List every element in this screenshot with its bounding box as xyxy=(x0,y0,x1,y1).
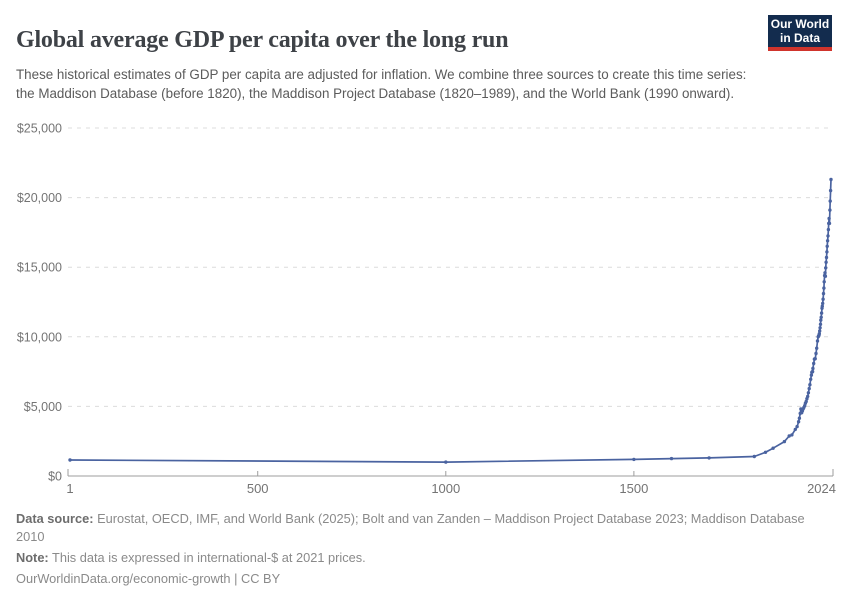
data-point xyxy=(820,304,824,308)
x-tick-label: 500 xyxy=(247,481,269,496)
owid-logo-line1: Our World xyxy=(770,17,830,31)
data-point xyxy=(821,291,826,296)
data-point xyxy=(825,250,829,254)
data-point xyxy=(818,322,823,326)
data-point xyxy=(796,420,801,424)
data-point xyxy=(787,434,791,438)
data-point xyxy=(819,315,823,319)
data-point xyxy=(811,366,815,371)
data-point xyxy=(818,329,822,333)
data-point xyxy=(824,255,829,260)
license-line: OurWorldinData.org/economic-growth | CC … xyxy=(16,570,836,588)
data-point xyxy=(826,234,830,238)
data-point xyxy=(752,454,756,459)
data-point xyxy=(808,383,812,387)
data-point xyxy=(807,386,811,391)
note-line: Note: This data is expressed in internat… xyxy=(16,549,836,567)
data-point xyxy=(813,357,817,361)
data-source-label: Data source: xyxy=(16,511,94,526)
y-tick-label: $0 xyxy=(48,470,62,484)
data-point xyxy=(68,458,72,462)
owid-logo-accent-bar xyxy=(768,47,832,51)
data-point xyxy=(810,369,815,374)
data-point xyxy=(819,311,824,315)
data-source-text: Eurostat, OECD, IMF, and World Bank (202… xyxy=(16,511,805,544)
chart-line xyxy=(69,179,832,463)
data-point xyxy=(815,339,820,343)
data-point xyxy=(806,394,810,399)
data-point xyxy=(795,424,799,429)
data-point xyxy=(814,351,818,356)
data-point xyxy=(829,177,833,182)
data-point xyxy=(444,460,448,464)
data-source-line: Data source: Eurostat, OECD, IMF, and Wo… xyxy=(16,510,836,546)
data-point xyxy=(825,239,830,243)
data-point xyxy=(804,399,808,404)
data-point xyxy=(782,439,787,444)
data-point xyxy=(771,446,775,450)
data-point xyxy=(812,361,816,366)
chart-footer: Data source: Eurostat, OECD, IMF, and Wo… xyxy=(16,510,836,591)
license-separator: | xyxy=(230,571,241,586)
data-point xyxy=(823,274,828,278)
note-label: Note: xyxy=(16,550,49,565)
data-point xyxy=(790,433,794,437)
data-point xyxy=(828,208,832,212)
data-point xyxy=(821,297,825,301)
data-point xyxy=(822,280,826,284)
data-point xyxy=(793,427,797,432)
y-tick-label: $20,000 xyxy=(17,191,62,205)
data-point xyxy=(806,391,811,395)
data-point xyxy=(819,318,823,322)
data-point xyxy=(827,221,832,226)
y-tick-label: $25,000 xyxy=(17,122,62,136)
data-point xyxy=(809,377,813,381)
note-text: This data is expressed in international-… xyxy=(48,550,366,565)
chart-subtitle: These historical estimates of GDP per ca… xyxy=(16,67,747,102)
data-point xyxy=(822,286,826,290)
data-point xyxy=(826,227,831,232)
data-point xyxy=(797,416,802,420)
data-point xyxy=(669,456,674,461)
data-point xyxy=(815,346,819,350)
x-tick-label: 1 xyxy=(66,481,73,496)
license-text: CC BY xyxy=(241,571,281,586)
x-tick-label: 2024 xyxy=(807,481,836,496)
data-point xyxy=(818,326,822,330)
data-point xyxy=(825,244,829,248)
owid-logo: Our World in Data xyxy=(768,15,832,51)
data-point xyxy=(823,271,827,275)
data-point xyxy=(824,266,828,270)
x-tick-label: 1000 xyxy=(431,481,460,496)
owid-logo-line2: in Data xyxy=(779,31,820,45)
data-point xyxy=(821,301,825,306)
y-tick-label: $10,000 xyxy=(17,330,62,344)
x-tick-label: 1500 xyxy=(619,481,648,496)
data-point xyxy=(632,457,636,462)
owid-article-link[interactable]: OurWorldinData.org/economic-growth xyxy=(16,571,231,586)
data-point xyxy=(828,199,832,203)
data-point xyxy=(763,450,768,454)
owid-logo-box: Our World in Data xyxy=(768,15,832,47)
page-title: Global average GDP per capita over the l… xyxy=(16,27,509,54)
y-tick-label: $15,000 xyxy=(17,261,62,275)
data-point xyxy=(817,332,821,336)
data-point xyxy=(824,260,828,264)
y-tick-label: $5,000 xyxy=(24,400,62,414)
data-point xyxy=(828,188,833,193)
data-point xyxy=(707,456,711,460)
data-point xyxy=(809,373,814,377)
data-point xyxy=(827,216,831,221)
